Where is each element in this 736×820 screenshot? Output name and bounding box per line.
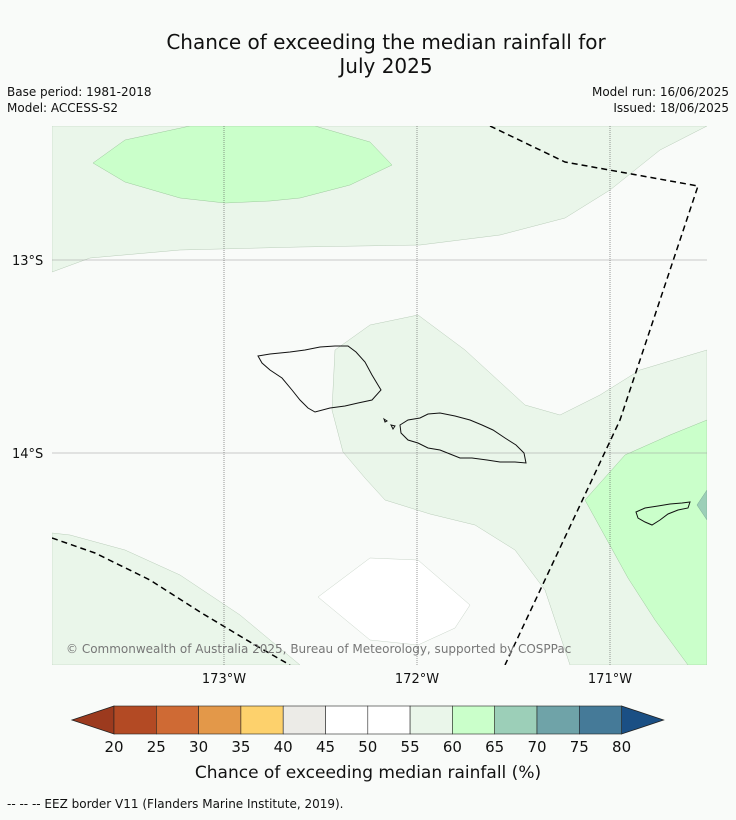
colorbar-segment [198, 705, 242, 735]
region-55-60-central [331, 314, 707, 665]
colorbar-tick-label: 80 [612, 738, 631, 756]
colorbar-tick-label: 40 [274, 738, 293, 756]
colorbar-tick-label: 70 [527, 738, 546, 756]
colorbar-tick-label: 75 [570, 738, 589, 756]
lon-label-171w: 171°W [588, 672, 632, 687]
region-65-70-east [696, 489, 707, 521]
colorbar-segment [367, 705, 411, 735]
latitude-gridlines [52, 259, 707, 454]
colorbar: 20 25 30 35 40 45 50 55 60 65 70 75 80 [70, 705, 665, 756]
island-upolu [399, 412, 527, 464]
colorbar-segment [325, 705, 369, 735]
lat-label-14s: 14°S [12, 447, 43, 462]
eez-footnote: -- -- -- EEZ border V11 (Flanders Marine… [7, 797, 344, 811]
colorbar-tick-label: 20 [104, 738, 123, 756]
colorbar-segment [240, 705, 284, 735]
colorbar-tick-label: 25 [147, 738, 166, 756]
lon-label-172w: 172°W [395, 672, 439, 687]
issued-date: Issued: 18/06/2025 [613, 101, 729, 115]
lon-label-173w: 173°W [202, 672, 246, 687]
chart-title: Chance of exceeding the median rainfall … [0, 30, 736, 78]
copyright-text: © Commonwealth of Australia 2025, Bureau… [66, 642, 571, 656]
colorbar-segment [494, 705, 538, 735]
colorbar-label: Chance of exceeding median rainfall (%) [195, 763, 541, 783]
title-line-2: July 2025 [339, 54, 433, 78]
colorbar-segment [282, 705, 326, 735]
lat-label-13s: 13°S [12, 254, 43, 269]
model-name: Model: ACCESS-S2 [7, 101, 119, 115]
colorbar-tick-label: 50 [358, 738, 377, 756]
colorbar-tick-label: 30 [189, 738, 208, 756]
island-savaii [257, 345, 382, 413]
map-plot: © Commonwealth of Australia 2025, Bureau… [52, 126, 707, 665]
colorbar-segment [113, 705, 157, 735]
colorbar-segment [156, 705, 199, 735]
colorbar-tick-label: 35 [231, 738, 250, 756]
base-period: Base period: 1981-2018 [7, 85, 152, 99]
colorbar-extend-under [70, 705, 115, 735]
colorbar-segment [578, 705, 622, 735]
colorbar-extend-over [621, 705, 665, 735]
island-apolima [383, 417, 388, 423]
meta-left: Base period: 1981-2018 Model: ACCESS-S2 [7, 84, 152, 116]
colorbar-segment [536, 705, 580, 735]
colorbar-tick-label: 45 [316, 738, 335, 756]
model-run: Model run: 16/06/2025 [591, 85, 729, 99]
region-60-65-east [584, 419, 707, 665]
region-60-65-north [92, 126, 393, 204]
title-line-1: Chance of exceeding the median rainfall … [166, 30, 606, 54]
island-tutuila [635, 501, 691, 526]
colorbar-tick-label: 55 [401, 738, 420, 756]
region-55-60-southwest [52, 532, 301, 665]
island-manono [390, 424, 396, 430]
meta-right: Model run: 16/06/2025 Issued: 18/06/2025 [592, 84, 729, 116]
colorbar-segment [409, 705, 453, 735]
region-50-55-south [317, 557, 471, 646]
colorbar-tick-label: 60 [443, 738, 462, 756]
colorbar-segment [452, 705, 495, 735]
colorbar-tick-label: 65 [485, 738, 504, 756]
eez-border-east [489, 126, 699, 665]
